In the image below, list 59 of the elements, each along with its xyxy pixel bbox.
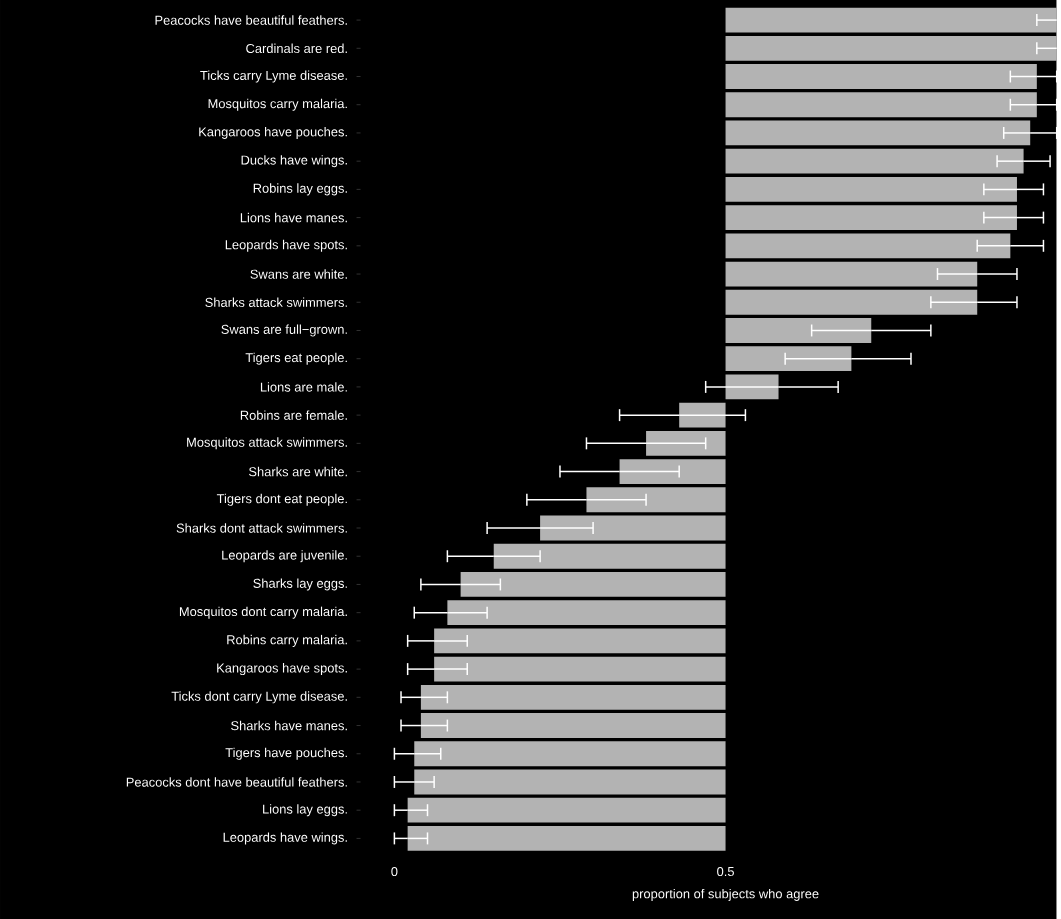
bar (725, 92, 1037, 118)
x-axis-title: proportion of subjects who agree (632, 888, 819, 901)
y-tick-label: Peacocks dont have beautiful feathers. (126, 777, 347, 787)
y-tick-label: Mosquitos carry malaria. (208, 98, 347, 111)
bar (725, 176, 1017, 202)
y-tick-label: Mosquitos dont carry malaria. (179, 606, 347, 619)
y-tick-label: Swans are full−grown. (221, 324, 347, 337)
bar (493, 543, 726, 569)
bar (725, 261, 978, 287)
bar (540, 515, 726, 541)
y-tick-label: Kangaroos have pouches. (199, 126, 347, 139)
bar (414, 741, 726, 767)
bar (725, 148, 1024, 174)
bar (447, 600, 726, 625)
y-tick-label: Lions have manes. (240, 212, 347, 223)
bar (407, 797, 726, 823)
y-tick-label: Leopards are juvenile. (222, 550, 347, 563)
bar (420, 713, 726, 738)
bar (725, 7, 1057, 33)
y-tick-label: Leopards have spots. (225, 239, 347, 252)
bar (725, 233, 1011, 259)
y-tick-label: Swans are white. (250, 269, 347, 279)
bar (679, 402, 726, 428)
y-tick-label: Robins are female. (240, 410, 347, 420)
y-tick-label: Sharks are white. (249, 466, 347, 477)
bar (414, 769, 726, 795)
y-tick-label: Mosquitos attack swimmers. (187, 437, 347, 450)
y-tick-label: Kangaroos have spots. (217, 662, 347, 675)
x-tick-label: 0 (391, 866, 398, 876)
y-tick-label: Ticks dont carry Lyme disease. (171, 691, 347, 704)
bar (725, 289, 978, 315)
bar (420, 684, 726, 710)
y-tick-label: Lions lay eggs. (263, 804, 347, 817)
y-tick-label: Sharks attack swimmers. (205, 297, 347, 307)
bar (725, 317, 872, 343)
y-tick-label: Ticks carry Lyme disease. (200, 70, 347, 83)
y-tick-label: Sharks have manes. (231, 720, 347, 731)
y-tick-label: Tigers have pouches. (225, 747, 347, 760)
bar (725, 205, 1017, 230)
y-tick-label: Cardinals are red. (246, 43, 347, 53)
bar (434, 656, 726, 682)
bar (460, 571, 726, 597)
bar (586, 487, 726, 513)
y-tick-label: Robins carry malaria. (227, 634, 347, 647)
x-tick-label: 0.5 (717, 866, 734, 876)
bar (434, 628, 726, 654)
bar (407, 825, 726, 851)
y-tick-label: Peacocks have beautiful feathers. (155, 15, 347, 25)
y-tick-label: Lions are male. (260, 382, 347, 392)
y-tick-label: Ducks have wings. (241, 155, 347, 168)
bar (725, 63, 1037, 89)
y-tick-label: Robins lay eggs. (253, 183, 347, 196)
y-tick-label: Tigers dont eat people. (216, 493, 347, 506)
y-tick-label: Tigers eat people. (245, 352, 347, 365)
y-tick-label: Sharks dont attack swimmers. (176, 523, 347, 533)
bar (725, 120, 1031, 146)
y-tick-label: Sharks lay eggs. (253, 578, 347, 591)
y-tick-label: Leopards have wings. (223, 832, 347, 845)
bar (725, 35, 1057, 61)
